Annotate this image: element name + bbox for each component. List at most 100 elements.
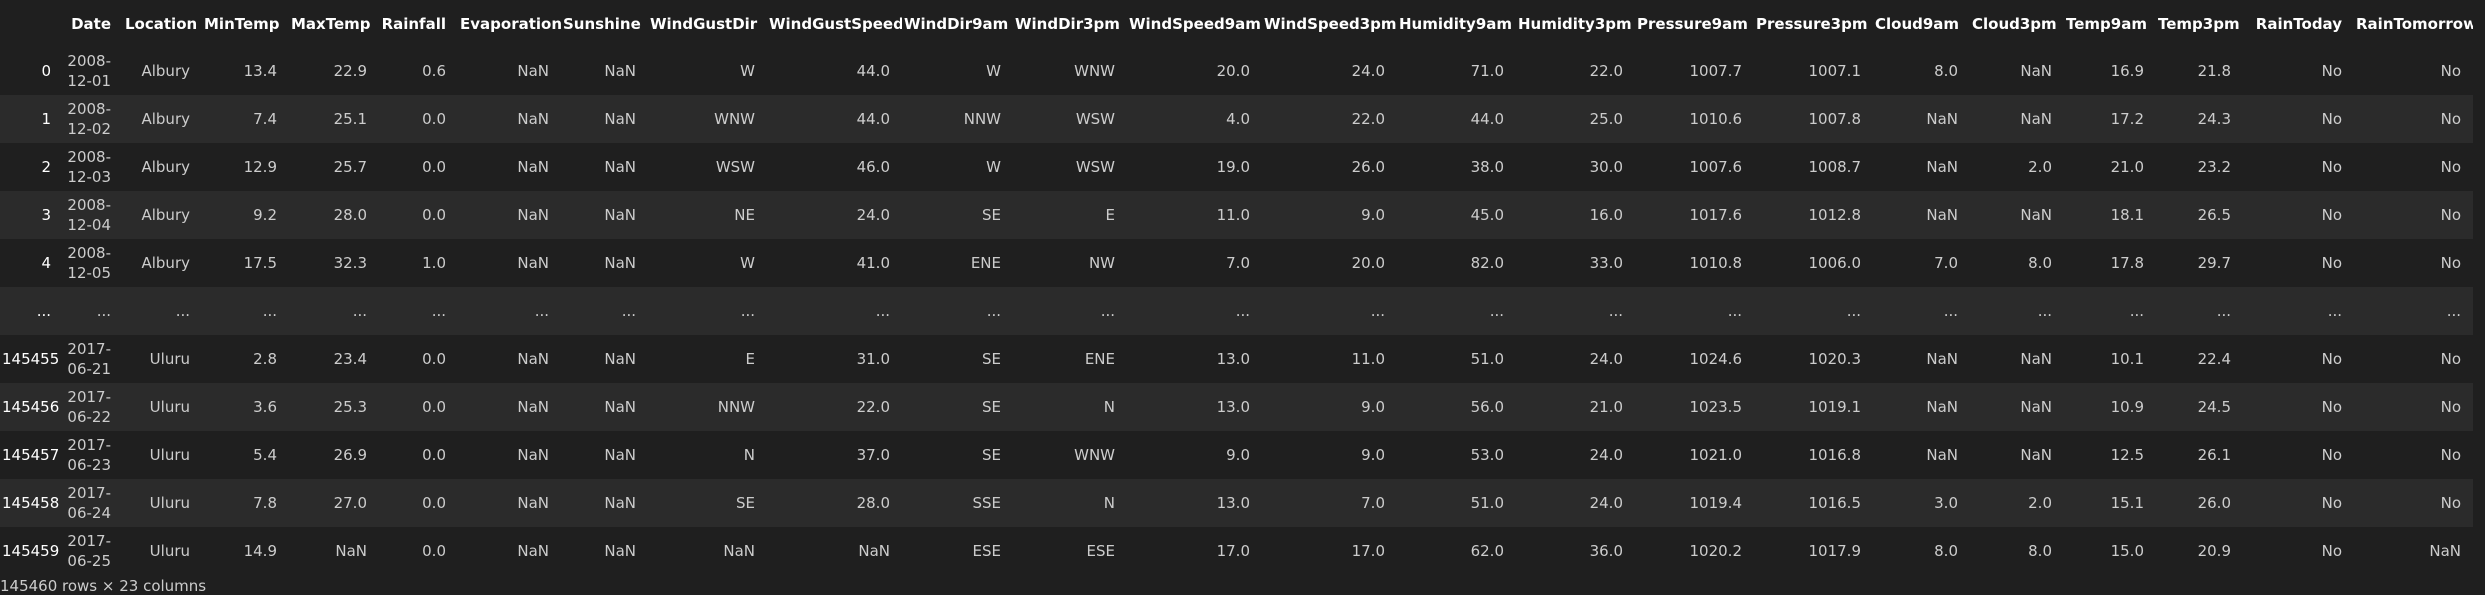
table-cell: 3.0 [1934, 494, 1958, 512]
table-cell: WSW [1075, 158, 1115, 176]
table-cell: NaN [1926, 350, 1958, 368]
table-cell: 1006.0 [1808, 254, 1862, 272]
table-row: 1 2008- 12-02 Albury 7.4 25.1 0.0 NaN NaN WNW 44.0… [0, 95, 2473, 143]
table-cell: 56.0 [1470, 398, 1504, 416]
column-header: Location [123, 0, 202, 47]
table-cell: 7.8 [253, 494, 277, 512]
table-cell: NaN [2020, 206, 2052, 224]
column-header: Temp3pm [2156, 0, 2243, 47]
table-cell: ... [740, 302, 755, 320]
table-cell: WNW [1074, 62, 1115, 80]
column-header: WindGustDir [648, 0, 767, 47]
table-cell: 41.0 [856, 254, 890, 272]
table-cell: ... [2446, 302, 2461, 320]
table-cell: NaN [604, 110, 636, 128]
table-row: 3 2008- 12-04 Albury 9.2 28.0 0.0 NaN NaN NE 24.0 S… [0, 191, 2473, 239]
table-cell: 29.7 [2197, 254, 2231, 272]
table-cell: 13.4 [243, 62, 277, 80]
column-header: Date [63, 0, 123, 47]
table-cell: Albury [141, 254, 190, 272]
column-header: RainToday [2243, 0, 2354, 47]
table-cell: No [2440, 446, 2461, 464]
row-index: 1 [41, 110, 51, 128]
table-cell: No [2321, 398, 2342, 416]
table-cell: ... [1943, 302, 1958, 320]
table-cell: 2017- 06-22 [67, 388, 111, 426]
table-cell: 24.0 [1351, 62, 1385, 80]
table-cell: No [2321, 206, 2342, 224]
table-cell: NaN [604, 542, 636, 560]
table-cell: 0.0 [422, 542, 446, 560]
table-row: 145456 2017- 06-22 Uluru 3.6 25.3 0.0 NaN NaN NNW… [0, 383, 2473, 431]
table-cell: NaN [1926, 446, 1958, 464]
table-cell: 51.0 [1470, 350, 1504, 368]
table-cell: 11.0 [1351, 350, 1385, 368]
table-cell: NaN [2020, 398, 2052, 416]
table-cell: 1010.6 [1689, 110, 1743, 128]
table-cell: NaN [604, 494, 636, 512]
table-cell: WSW [715, 158, 755, 176]
table-cell: No [2440, 62, 2461, 80]
table-cell: 2.0 [2028, 494, 2052, 512]
table-cell: Albury [141, 62, 190, 80]
table-cell: 1008.7 [1808, 158, 1862, 176]
table-cell: 0.0 [422, 398, 446, 416]
shape-footer: 145460 rows × 23 columns [0, 577, 207, 595]
table-cell: 9.0 [1361, 206, 1385, 224]
table-cell: ENE [970, 254, 1001, 272]
table-cell: 23.2 [2197, 158, 2231, 176]
table-cell: 1007.7 [1689, 62, 1743, 80]
table-cell: No [2321, 62, 2342, 80]
dataframe-table: Date Location MinTemp MaxTemp Rainfall Evapor… [0, 0, 2473, 570]
table-cell: No [2321, 158, 2342, 176]
column-header: Pressure9am [1635, 0, 1754, 47]
table-cell: NaN [517, 542, 549, 560]
table-cell: 1.0 [422, 254, 446, 272]
table-cell: 28.0 [856, 494, 890, 512]
table-cell: 33.0 [1589, 254, 1623, 272]
table-cell: 1020.2 [1689, 542, 1743, 560]
table-cell: 12.9 [243, 158, 277, 176]
row-index: 3 [41, 206, 51, 224]
table-row: 4 2008- 12-05 Albury 17.5 32.3 1.0 NaN NaN W 41.0 E… [0, 239, 2473, 287]
table-cell: 20.0 [1351, 254, 1385, 272]
table-cell: SSE [972, 494, 1001, 512]
table-cell: 2017- 06-21 [67, 340, 111, 378]
table-cell: Uluru [149, 398, 190, 416]
row-index: 145455 [2, 350, 60, 368]
table-cell: 28.0 [333, 206, 367, 224]
table-cell: Uluru [149, 446, 190, 464]
table-cell: 1024.6 [1689, 350, 1743, 368]
table-cell: 1017.6 [1689, 206, 1743, 224]
table-cell: 25.1 [333, 110, 367, 128]
table-cell: W [986, 62, 1001, 80]
table-cell: ... [2129, 302, 2144, 320]
table-cell: SE [736, 494, 755, 512]
table-cell: No [2440, 206, 2461, 224]
table-cell: ... [1846, 302, 1861, 320]
table-cell: 1021.0 [1689, 446, 1743, 464]
table-cell: No [2321, 446, 2342, 464]
table-cell: ... [1489, 302, 1504, 320]
table-cell: 8.0 [2028, 542, 2052, 560]
table-cell: ... [1727, 302, 1742, 320]
table-cell: NaN [2020, 110, 2052, 128]
table-cell: W [740, 254, 755, 272]
table-cell: W [986, 158, 1001, 176]
table-cell: 30.0 [1589, 158, 1623, 176]
table-cell: 1017.9 [1808, 542, 1862, 560]
table-cell: 17.0 [1216, 542, 1250, 560]
table-cell: 4.0 [1226, 110, 1250, 128]
table-cell: No [2321, 110, 2342, 128]
table-cell: 1023.5 [1689, 398, 1743, 416]
table-cell: 13.0 [1216, 494, 1250, 512]
table-cell: 11.0 [1216, 206, 1250, 224]
table-cell: Uluru [149, 494, 190, 512]
table-cell: 25.3 [333, 398, 367, 416]
table-cell: 7.0 [1934, 254, 1958, 272]
row-index: 2 [41, 158, 51, 176]
table-cell: 13.0 [1216, 350, 1250, 368]
column-header: Cloud9am [1873, 0, 1970, 47]
table-cell: W [740, 62, 755, 80]
table-cell: 8.0 [2028, 254, 2052, 272]
